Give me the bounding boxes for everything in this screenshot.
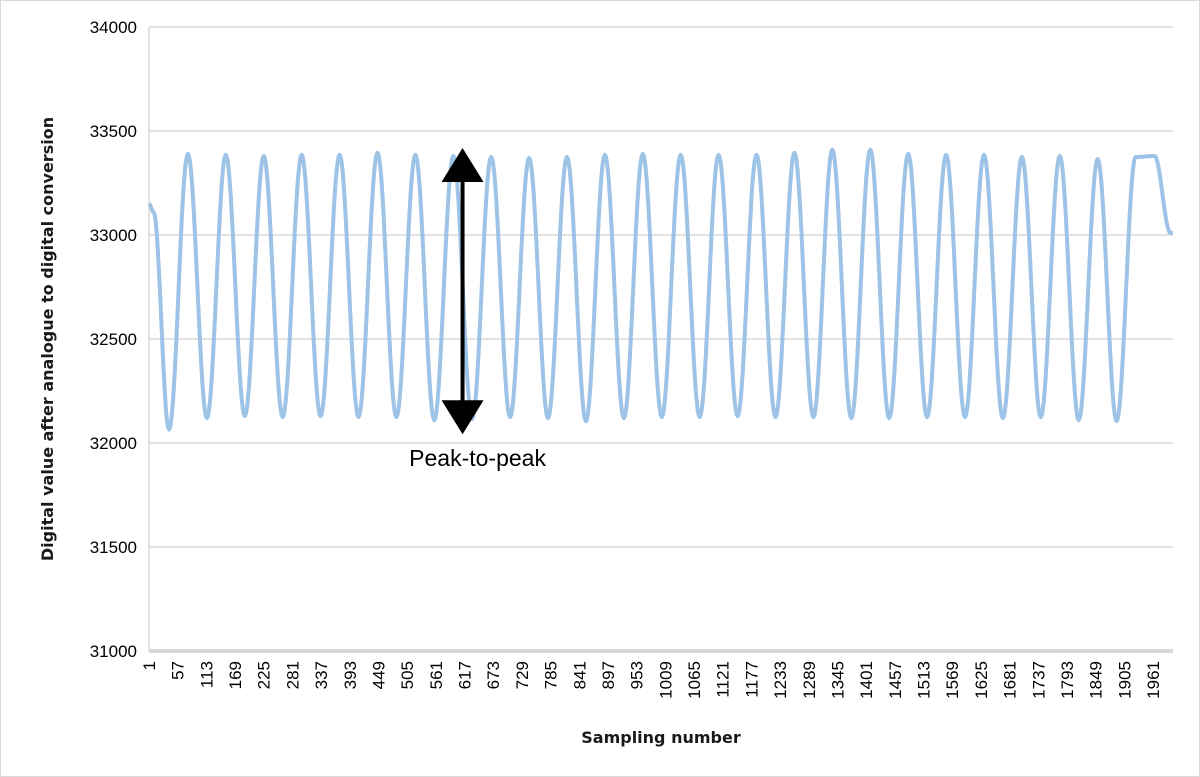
x-tick-label: 1849 bbox=[1087, 661, 1106, 699]
x-tick-label: 1 bbox=[140, 661, 159, 670]
x-tick-label: 1961 bbox=[1144, 661, 1163, 699]
series-line bbox=[147, 147, 1175, 432]
x-axis-title: Sampling number bbox=[581, 728, 741, 747]
x-tick-label: 1009 bbox=[656, 661, 675, 699]
x-tick-label: 561 bbox=[427, 661, 446, 689]
y-tick-label: 34000 bbox=[90, 18, 137, 37]
peak-to-peak-label: Peak-to-peak bbox=[409, 445, 546, 471]
x-tick-label: 953 bbox=[628, 661, 647, 689]
x-tick-label: 1401 bbox=[857, 661, 876, 699]
x-tick-label: 1289 bbox=[800, 661, 819, 699]
x-tick-label: 1457 bbox=[886, 661, 905, 699]
x-tick-label: 897 bbox=[599, 661, 618, 689]
x-tick-label: 57 bbox=[169, 661, 188, 680]
x-tick-label: 1345 bbox=[828, 661, 847, 699]
x-tick-label: 1065 bbox=[685, 661, 704, 699]
x-tick-label: 337 bbox=[312, 661, 331, 689]
arrow-head-up bbox=[441, 148, 484, 183]
x-tick-label: 1569 bbox=[943, 661, 962, 699]
x-tick-label: 393 bbox=[341, 661, 360, 689]
arrow-head-down bbox=[441, 400, 484, 435]
y-tick-label: 32000 bbox=[90, 434, 137, 453]
x-tick-label: 1177 bbox=[742, 661, 761, 698]
x-tick-label: 673 bbox=[484, 661, 503, 689]
x-tick-label: 1121 bbox=[714, 661, 733, 698]
x-tick-label: 281 bbox=[283, 661, 302, 689]
x-tick-label: 1233 bbox=[771, 661, 790, 699]
x-tick-label: 841 bbox=[570, 661, 589, 689]
x-tick-label: 617 bbox=[456, 661, 475, 689]
x-tick-label: 1793 bbox=[1058, 661, 1077, 699]
x-tick-label: 1625 bbox=[972, 661, 991, 699]
y-tick-label: 32500 bbox=[90, 330, 137, 349]
x-tick-label: 1737 bbox=[1029, 661, 1048, 699]
x-tick-label: 449 bbox=[369, 661, 388, 689]
y-tick-label: 31500 bbox=[90, 538, 137, 557]
y-tick-label: 31000 bbox=[90, 642, 137, 661]
x-tick-label: 225 bbox=[255, 661, 274, 689]
y-tick-labels: 31000 31500 32000 32500 33000 33500 34000 bbox=[90, 18, 137, 661]
x-tick-label: 1681 bbox=[1001, 661, 1020, 699]
series-layer bbox=[147, 147, 1175, 432]
gridlines bbox=[148, 26, 1173, 653]
y-tick-label: 33000 bbox=[90, 226, 137, 245]
x-tick-label: 169 bbox=[226, 661, 245, 689]
x-tick-label: 1513 bbox=[915, 661, 934, 699]
x-tick-label: 1905 bbox=[1115, 661, 1134, 699]
x-tick-label: 113 bbox=[197, 661, 216, 688]
x-tick-label: 505 bbox=[398, 661, 417, 689]
x-tick-labels: 1 57 113 169 225 281 337 393 449 505 561 617 673 729 7… bbox=[140, 661, 1163, 699]
x-tick-label: 729 bbox=[513, 661, 532, 689]
y-axis-title: Digital value after analogue to digital … bbox=[38, 117, 57, 561]
annotation-layer: Peak-to-peak bbox=[409, 148, 546, 471]
x-tick-label: 785 bbox=[542, 661, 561, 689]
y-tick-label: 33500 bbox=[90, 122, 137, 141]
